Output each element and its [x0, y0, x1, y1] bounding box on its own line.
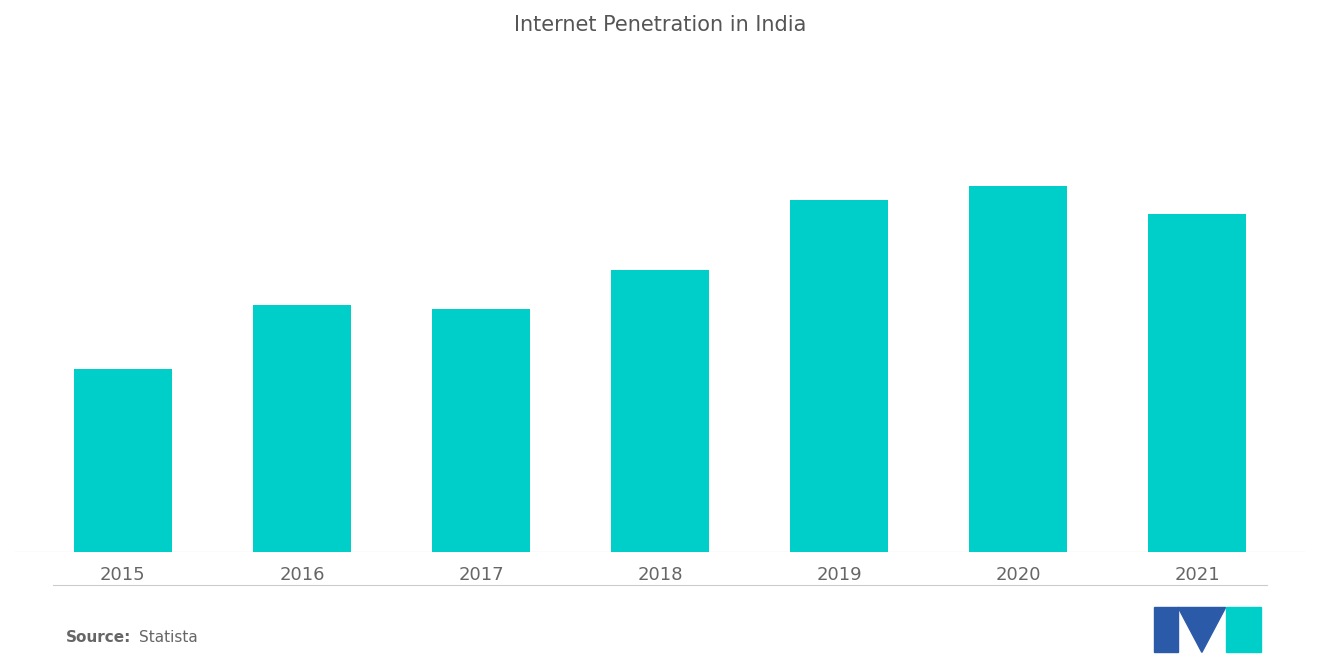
- Bar: [1148, 213, 1246, 551]
- Bar: [611, 270, 709, 551]
- Title: Internet Penetration in India: Internet Penetration in India: [513, 15, 807, 35]
- Text: Statista: Statista: [139, 630, 198, 645]
- Bar: [74, 368, 172, 551]
- Bar: [252, 305, 351, 551]
- Text: Source:: Source:: [66, 630, 132, 645]
- Polygon shape: [1154, 608, 1179, 652]
- Bar: [969, 186, 1068, 551]
- Bar: [432, 309, 531, 551]
- Polygon shape: [1226, 608, 1262, 652]
- Polygon shape: [1179, 608, 1226, 652]
- Bar: [789, 200, 888, 551]
